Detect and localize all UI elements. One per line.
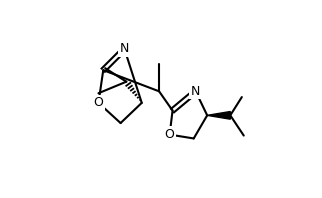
- Text: N: N: [120, 42, 129, 55]
- Text: O: O: [165, 128, 175, 141]
- Polygon shape: [207, 111, 230, 119]
- Text: N: N: [191, 85, 200, 98]
- Text: O: O: [93, 96, 103, 109]
